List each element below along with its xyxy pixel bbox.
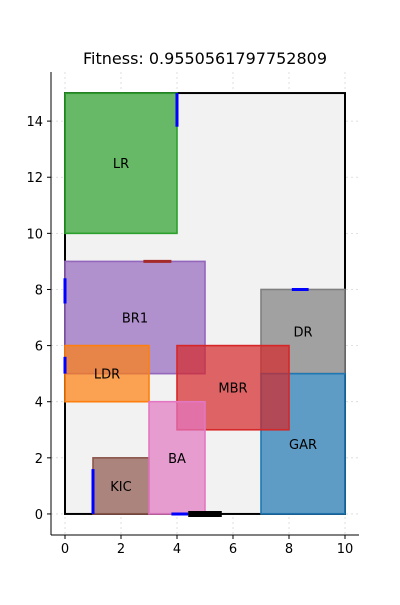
room-kic [92,457,150,515]
y-tick-label: 10 [26,227,43,242]
chart-title: Fitness: 0.9550561797752809 [83,49,327,68]
y-tick-label: 12 [26,171,43,186]
rooms: LR BR1 LDR DR GAR MBR KIC BA [64,92,346,515]
room-label-br1: BR1 [122,312,148,327]
y-tick-label: 4 [35,396,43,411]
room-lr [64,92,178,235]
room-label-mbr: MBR [218,382,247,397]
y-tick-label: 6 [35,340,43,355]
axes: 0 2 4 6 8 10 0 2 4 6 8 10 12 14 [26,72,359,557]
x-tick-label: 6 [229,542,237,557]
room-label-gar: GAR [289,438,317,453]
y-tick-label: 0 [35,508,43,523]
room-label-ba: BA [168,452,186,467]
room-label-kic: KIC [110,480,131,495]
x-tick-label: 10 [337,542,354,557]
room-label-dr: DR [293,326,312,341]
doors [63,93,309,517]
room-label-ldr: LDR [94,368,120,383]
x-tick-label: 4 [173,542,181,557]
y-tick-label: 14 [26,115,43,130]
x-tick-label: 2 [117,542,125,557]
room-label-lr: LR [113,157,129,172]
y-tick-label: 2 [35,452,43,467]
y-tick-label: 8 [35,283,43,298]
x-tick-label: 0 [61,542,69,557]
x-tick-label: 8 [285,542,293,557]
